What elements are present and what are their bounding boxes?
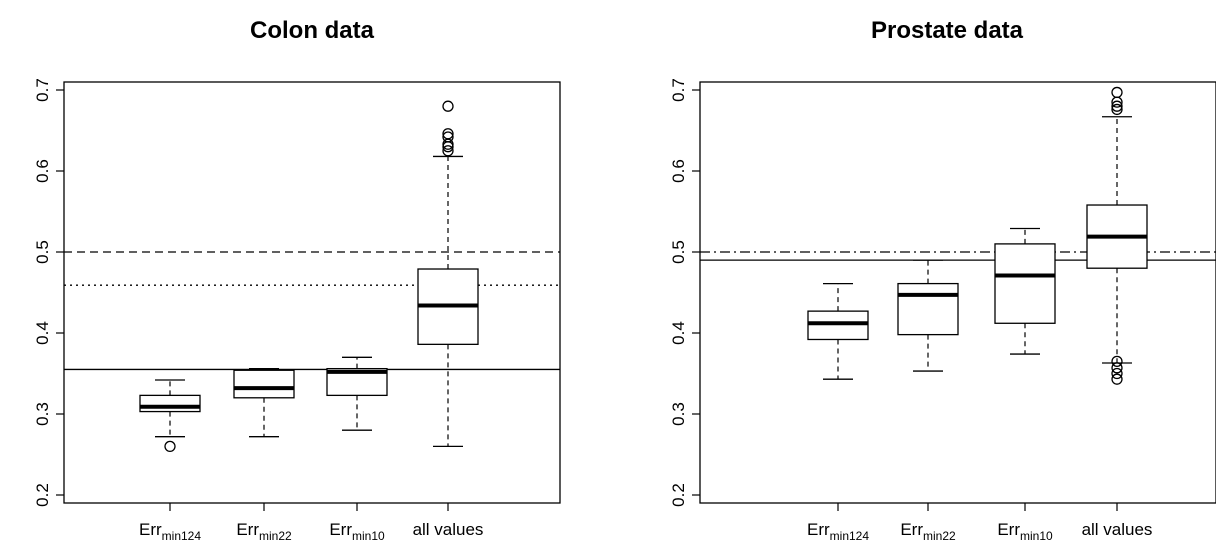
x-tick-label-subscript: min10 <box>1020 529 1053 543</box>
outlier-point <box>1111 86 1123 99</box>
outlier-point <box>1111 367 1123 380</box>
x-tick-label-subscript: min124 <box>162 529 202 543</box>
outlier-point <box>1111 355 1123 368</box>
y-tick-label: 0.4 <box>33 321 52 345</box>
x-tick-label: Errmin10 <box>997 520 1053 543</box>
box-3 <box>1086 86 1148 385</box>
outlier-point <box>442 100 454 112</box>
x-tick-label-base: Err <box>900 520 923 539</box>
chart-title: Colon data <box>250 17 375 44</box>
box-0 <box>139 379 201 453</box>
x-tick-label: Errmin124 <box>807 520 869 543</box>
x-tick-label: Errmin22 <box>236 520 292 543</box>
outlier-point <box>442 145 454 157</box>
box-iqr <box>994 243 1056 324</box>
y-tick-label: 0.5 <box>669 240 688 264</box>
outlier-point <box>1111 362 1123 374</box>
chart-title: Prostate data <box>871 17 1024 44</box>
box-iqr <box>897 282 959 336</box>
y-tick-label: 0.3 <box>33 402 52 426</box>
x-tick-label-subscript: min22 <box>259 529 292 543</box>
box-iqr <box>139 394 201 413</box>
y-tick-label: 0.3 <box>669 402 688 426</box>
x-tick-label: all values <box>413 520 484 539</box>
x-tick-label: all values <box>1082 520 1153 539</box>
x-tick-label-base: Err <box>236 520 259 539</box>
box-iqr <box>807 310 869 341</box>
box-1 <box>897 259 959 372</box>
outlier-point <box>1111 100 1123 112</box>
y-tick-label: 0.2 <box>669 483 688 507</box>
x-tick-label-base: all values <box>1082 520 1153 539</box>
outlier-point <box>1111 103 1123 116</box>
x-tick-label-subscript: min22 <box>923 529 956 543</box>
x-tick-label-base: Err <box>139 520 162 539</box>
plot-frame <box>699 81 1216 504</box>
x-tick-label: Errmin22 <box>900 520 956 543</box>
y-tick-label: 0.4 <box>669 321 688 345</box>
y-tick-label: 0.2 <box>33 483 52 507</box>
outlier-point <box>164 440 176 453</box>
x-tick-label: Errmin124 <box>139 520 201 543</box>
box-0 <box>807 282 869 380</box>
y-tick-label: 0.7 <box>669 78 688 102</box>
box-3 <box>417 100 479 448</box>
box-1 <box>233 367 295 438</box>
x-tick-label-base: all values <box>413 520 484 539</box>
box-2 <box>994 227 1056 355</box>
outlier-point <box>442 128 454 140</box>
outlier-point <box>442 131 454 143</box>
panel-prostate: Prostate data0.20.30.40.50.60.7Errmin124… <box>669 17 1216 543</box>
x-tick-label-base: Err <box>329 520 352 539</box>
x-tick-label-base: Err <box>997 520 1020 539</box>
box-2 <box>326 356 388 431</box>
y-tick-label: 0.6 <box>669 159 688 183</box>
x-tick-label: Errmin10 <box>329 520 385 543</box>
outlier-point <box>1111 373 1123 385</box>
x-tick-label-base: Err <box>807 520 830 539</box>
box-iqr <box>233 369 295 399</box>
y-tick-label: 0.7 <box>33 78 52 102</box>
plot-frame <box>63 81 561 504</box>
x-tick-label-subscript: min124 <box>830 529 870 543</box>
x-tick-label-subscript: min10 <box>352 529 385 543</box>
y-tick-label: 0.6 <box>33 159 52 183</box>
y-tick-label: 0.5 <box>33 240 52 264</box>
